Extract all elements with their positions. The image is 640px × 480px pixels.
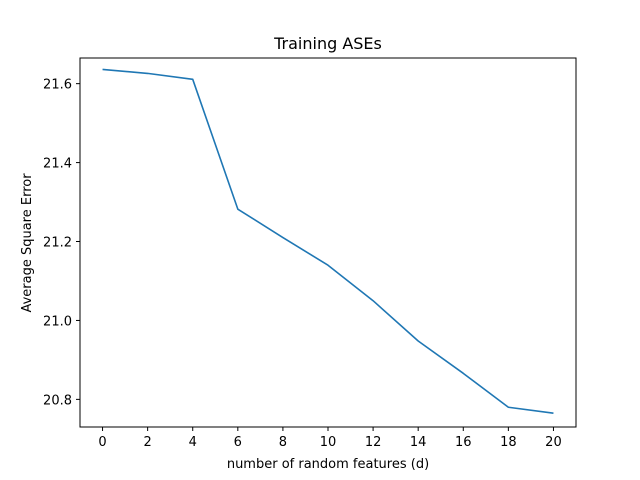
- plot-frame: [79, 57, 577, 428]
- x-tick-label: 6: [234, 435, 242, 450]
- y-tick-label: 21.6: [43, 78, 72, 93]
- x-tick-label: 8: [279, 435, 287, 450]
- y-tick-label: 21.0: [43, 314, 72, 329]
- plot-area: [102, 68, 554, 414]
- x-axis-label: number of random features (d): [227, 457, 429, 472]
- x-tick-label: 0: [98, 435, 106, 450]
- x-tick-label: 12: [365, 435, 382, 450]
- y-tick-label: 21.2: [43, 236, 72, 251]
- x-tick-label: 18: [500, 435, 517, 450]
- y-axis: 20.8 21.0 21.2 21.4 21.6: [43, 78, 80, 408]
- x-tick-label: 2: [143, 435, 151, 450]
- x-tick-label: 20: [545, 435, 562, 450]
- series-line: [102, 68, 554, 414]
- x-tick-label: 16: [455, 435, 472, 450]
- x-tick-label: 10: [320, 435, 337, 450]
- y-tick-label: 21.4: [43, 157, 72, 172]
- x-axis: 0 2 4 6 8 10 12 14 16 18 20: [98, 427, 562, 450]
- x-tick-label: 4: [189, 435, 197, 450]
- x-tick-label: 14: [410, 435, 427, 450]
- chart-title: Training ASEs: [273, 34, 382, 53]
- y-tick-label: 20.8: [43, 393, 72, 408]
- y-axis-label: Average Square Error: [20, 173, 35, 313]
